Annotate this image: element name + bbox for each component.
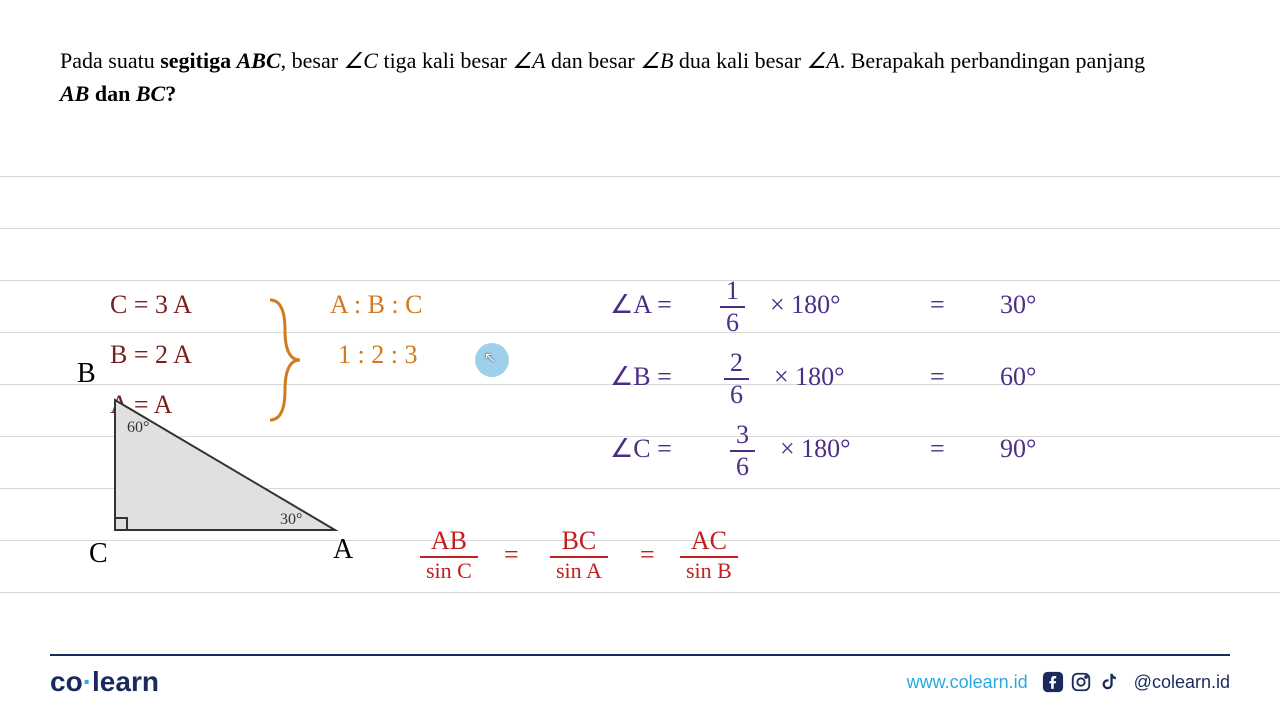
- q-bold: segitiga: [160, 48, 236, 73]
- sine-sinb: sin B: [680, 558, 738, 582]
- q-and: dan: [89, 81, 135, 106]
- q-angleB: ∠B: [640, 48, 673, 73]
- angleC-lhs: ∠C =: [610, 434, 672, 464]
- angleA-den: 6: [720, 308, 745, 336]
- q-mid1: , besar: [281, 48, 344, 73]
- tri-label-c: C: [89, 538, 108, 570]
- angleB-lhs: ∠B =: [610, 362, 672, 392]
- q-angleA1: ∠A: [512, 48, 545, 73]
- q-mid2: tiga kali besar: [378, 48, 512, 73]
- sine-eq1: =: [504, 540, 519, 570]
- sine-eq2: =: [640, 540, 655, 570]
- q-q: ?: [165, 81, 176, 106]
- angleA-num: 1: [720, 278, 745, 308]
- sine-sina: sin A: [550, 558, 608, 582]
- q-pre: Pada suatu: [60, 48, 160, 73]
- tiktok-icon: [1098, 671, 1120, 693]
- logo-learn: learn: [92, 666, 159, 697]
- q-angleA2: ∠A: [807, 48, 840, 73]
- angleC-mul: × 180°: [780, 434, 851, 464]
- social-icons: [1042, 671, 1120, 693]
- angleC-val: 90°: [1000, 434, 1036, 464]
- angleC-den: 6: [730, 452, 755, 480]
- triangle-svg: 60° 30°: [85, 370, 345, 570]
- ratio-header: A : B : C: [330, 290, 422, 320]
- footer-divider: [50, 654, 1230, 656]
- q-end: . Berapakah perbandingan panjang: [840, 48, 1145, 73]
- angleA-lhs: ∠A =: [610, 290, 672, 320]
- cursor-arrow-icon: ↖: [484, 350, 496, 367]
- facebook-icon: [1042, 671, 1064, 693]
- sine-bc-frac: BCsin A: [550, 528, 608, 582]
- angleA-mul: × 180°: [770, 290, 841, 320]
- logo-co: co: [50, 666, 83, 697]
- tri-ang30: 30°: [280, 511, 302, 528]
- sine-ab-frac: ABsin C: [420, 528, 478, 582]
- q-angleC: ∠C: [344, 48, 378, 73]
- footer-url: www.colearn.id: [907, 672, 1028, 693]
- instagram-icon: [1070, 671, 1092, 693]
- angleB-frac: 26: [724, 350, 749, 408]
- sine-ac: AC: [680, 528, 738, 558]
- sine-sinc: sin C: [420, 558, 478, 582]
- angleB-den: 6: [724, 380, 749, 408]
- angleC-frac: 36: [730, 422, 755, 480]
- logo-dot: ·: [83, 666, 92, 697]
- tri-label-a: A: [333, 534, 353, 566]
- footer-right: www.colearn.id @colearn.id: [907, 671, 1230, 693]
- footer-handle: @colearn.id: [1134, 672, 1230, 693]
- triangle-diagram: 60° 30° B C A: [85, 370, 345, 560]
- angleA-val: 30°: [1000, 290, 1036, 320]
- tri-label-b: B: [77, 358, 96, 390]
- angleA-eq: =: [930, 290, 945, 320]
- tri-ang60: 60°: [127, 419, 149, 436]
- q-abc: ABC: [237, 48, 281, 73]
- ratio-values: 1 : 2 : 3: [338, 340, 417, 370]
- q-mid4: dua kali besar: [673, 48, 806, 73]
- eq-c3a: C = 3 A: [110, 290, 192, 320]
- question-text: Pada suatu segitiga ABC, besar ∠C tiga k…: [60, 44, 1220, 110]
- sine-bc: BC: [550, 528, 608, 558]
- angleB-val: 60°: [1000, 362, 1036, 392]
- eq-b2a: B = 2 A: [110, 340, 192, 370]
- angleB-num: 2: [724, 350, 749, 380]
- sine-ab: AB: [420, 528, 478, 558]
- sine-ac-frac: ACsin B: [680, 528, 738, 582]
- angleB-eq: =: [930, 362, 945, 392]
- footer: co·learn www.colearn.id @colearn.id: [0, 666, 1280, 698]
- q-mid3: dan besar: [546, 48, 641, 73]
- logo: co·learn: [50, 666, 159, 698]
- q-bc: BC: [136, 81, 165, 106]
- q-ab: AB: [60, 81, 89, 106]
- angleC-num: 3: [730, 422, 755, 452]
- angleA-frac: 16: [720, 278, 745, 336]
- angleB-mul: × 180°: [774, 362, 845, 392]
- angleC-eq: =: [930, 434, 945, 464]
